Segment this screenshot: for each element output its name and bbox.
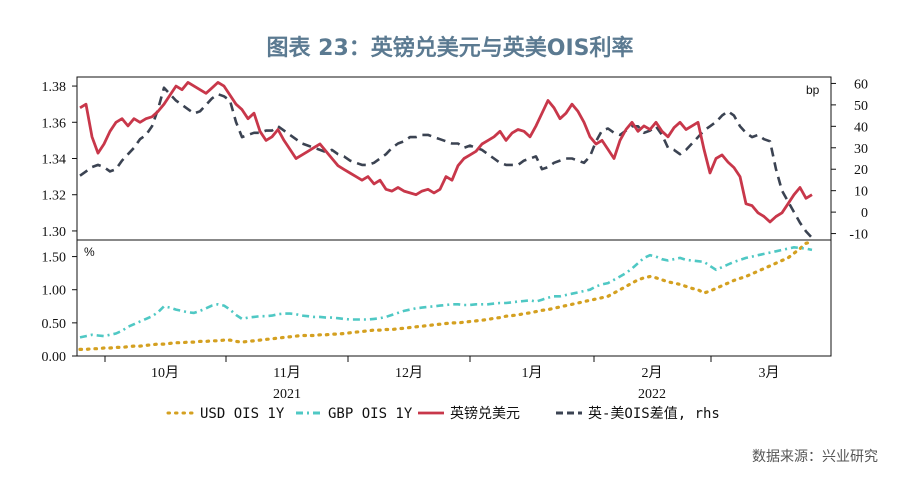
y-bottom-tick-label: 0.00 [42, 350, 67, 365]
x-tick-label: 12月 [395, 365, 423, 381]
y-right-tick-label: 30 [854, 142, 868, 157]
source-note: 数据来源：兴业研究 [752, 449, 878, 465]
y-right-tick-label: 60 [854, 77, 868, 92]
gbpusd-series-line [79, 81, 813, 224]
x-tick-label: 10月 [151, 365, 179, 381]
legend-label: USD OIS 1Y [200, 406, 285, 422]
y-left-tick-label: 1.38 [42, 80, 67, 95]
usd-ois-series-line [78, 240, 814, 351]
gbp-ois-series-line [79, 246, 813, 339]
legend: USD OIS 1Y GBP OIS 1Y 英镑兑美元 英-美OIS差值, rhs [166, 405, 720, 422]
y-left-tick-label: 1.34 [42, 153, 67, 168]
x-tick-label: 2月 [642, 365, 663, 381]
top-right-axis: 60 50 40 30 20 10 0 -10 [831, 77, 868, 243]
y-bottom-tick-label: 1.50 [42, 251, 67, 266]
y-left-tick-label: 1.36 [42, 116, 67, 131]
y-right-tick-label: -10 [849, 228, 868, 243]
x-axis: 10月 11月 12月 1月 2月 3月 2021 2022 [104, 356, 780, 402]
y-left-tick-label: 1.30 [42, 225, 67, 240]
y-right-tick-label: 10 [854, 185, 868, 200]
spread-series-line [79, 86, 813, 239]
y-right-tick-label: 50 [854, 99, 868, 114]
bottom-panel-frame [76, 239, 832, 357]
legend-label: 英镑兑美元 [450, 405, 520, 422]
y-right-tick-label: 0 [861, 206, 868, 221]
x-tick-label: 3月 [759, 365, 780, 381]
y-bottom-tick-label: 1.00 [42, 284, 67, 299]
top-series-group [79, 81, 813, 239]
legend-label: GBP OIS 1Y [328, 406, 413, 422]
x-year-label: 2021 [273, 387, 301, 402]
bottom-axis-unit: % [84, 245, 95, 259]
bottom-series-group [78, 240, 814, 351]
y-left-tick-label: 1.32 [42, 189, 67, 204]
x-tick-label: 11月 [273, 365, 300, 381]
y-bottom-tick-label: 0.50 [42, 317, 67, 332]
x-year-label: 2022 [638, 387, 666, 402]
legend-label: 英-美OIS差值, rhs [588, 405, 720, 422]
y-right-tick-label: 40 [854, 120, 868, 135]
chart-title: 图表 23：英镑兑美元与英美OIS利率 [266, 36, 634, 61]
y-right-tick-label: 20 [854, 163, 868, 178]
bottom-left-axis: 1.50 1.00 0.50 0.00 [42, 251, 77, 365]
right-axis-unit: bp [806, 83, 820, 97]
top-left-axis: 1.38 1.36 1.34 1.32 1.30 [42, 80, 77, 240]
x-tick-label: 1月 [522, 365, 543, 381]
